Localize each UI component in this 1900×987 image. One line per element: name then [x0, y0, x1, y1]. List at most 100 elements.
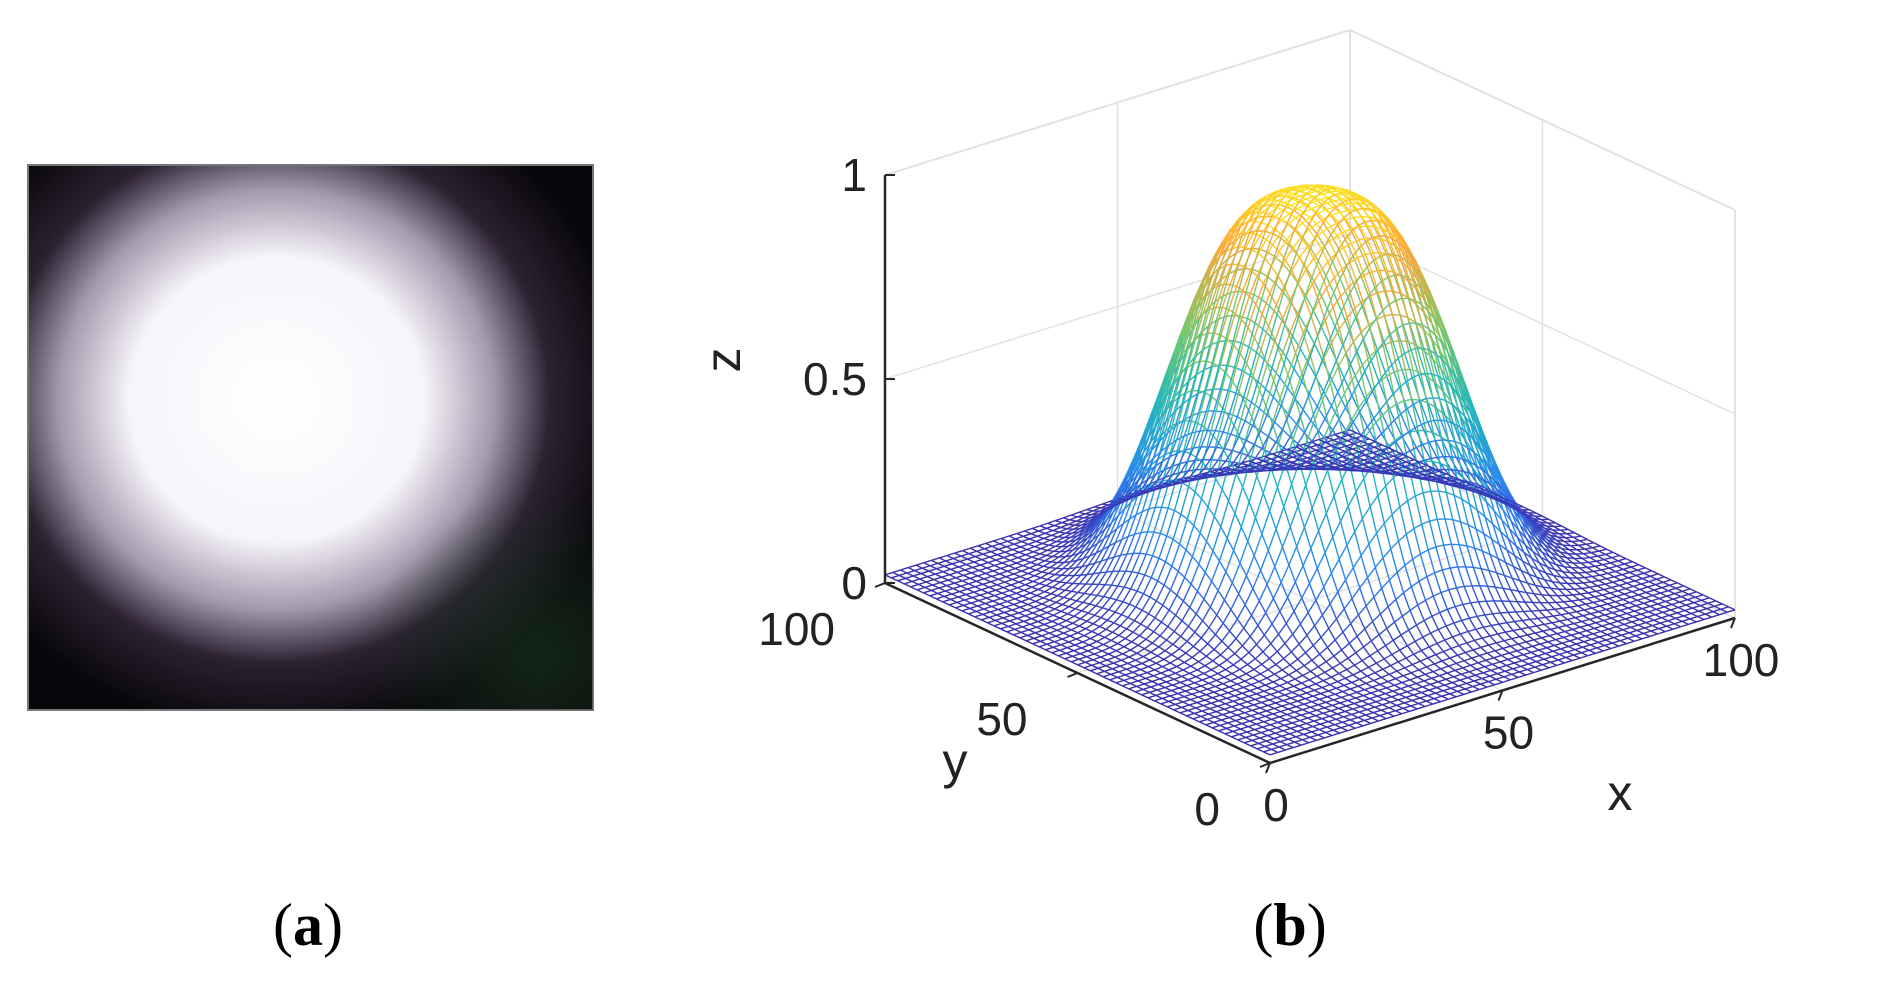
surface-line-y — [1689, 615, 1698, 620]
surface-line-y — [1073, 566, 1083, 576]
surface-line-x — [1177, 692, 1185, 698]
surface-line-y — [1344, 567, 1354, 581]
surface-line-y — [1278, 464, 1287, 468]
surface-line-x — [1212, 697, 1220, 702]
surface-line-y — [1599, 603, 1608, 607]
surface-line-y — [1498, 664, 1507, 669]
surface-line-x — [1212, 550, 1221, 562]
surface-line-y — [1504, 574, 1513, 579]
surface-line-y — [1674, 620, 1683, 625]
surface-line-y — [1449, 654, 1458, 659]
surface-line-y — [1720, 606, 1729, 610]
surface-line-y — [1245, 704, 1254, 708]
surface-line-x — [991, 545, 999, 550]
surface-line-x — [1245, 706, 1253, 711]
surface-line-y — [1311, 271, 1321, 285]
surface-line-x — [934, 573, 942, 578]
surface-line-y — [1422, 490, 1431, 494]
surface-line-y — [1464, 585, 1473, 588]
surface-line-y — [1312, 723, 1321, 728]
surface-line-y — [1292, 237, 1302, 249]
surface-line-x — [1218, 700, 1226, 705]
surface-line-y — [1174, 600, 1184, 616]
surface-line-y — [972, 564, 981, 569]
surface-line-x — [1042, 629, 1050, 634]
surface-line-y — [1227, 719, 1236, 724]
surface-line-y — [1350, 614, 1359, 625]
surface-line-x — [1051, 620, 1059, 625]
surface-line-y — [1253, 731, 1262, 736]
surface-line-y — [1055, 632, 1064, 637]
surface-line-x — [1108, 653, 1116, 658]
surface-line-x — [1150, 576, 1158, 582]
surface-line-y — [1388, 704, 1397, 709]
surface-line-x — [1399, 693, 1407, 699]
surface-line-x — [1326, 696, 1334, 701]
surface-line-y — [1091, 572, 1101, 585]
surface-line-x — [1071, 590, 1079, 594]
surface-line-y — [1031, 615, 1040, 620]
surface-line-y — [1300, 188, 1310, 192]
surface-line-y — [1244, 420, 1254, 427]
surface-line-x — [1265, 405, 1273, 424]
surface-line-y — [1158, 535, 1168, 559]
surface-line-x — [1073, 615, 1081, 620]
surface-line-y — [1300, 215, 1310, 225]
surface-line-y — [1542, 586, 1551, 590]
surface-line-x — [1271, 748, 1279, 754]
surface-line-x — [1264, 745, 1272, 751]
surface-line-y — [1257, 405, 1267, 433]
surface-line-y — [1052, 551, 1061, 558]
surface-line-y — [1330, 234, 1340, 250]
surface-line-x — [1312, 645, 1321, 655]
surface-line-x — [1223, 599, 1232, 611]
surface-line-y — [1533, 593, 1542, 596]
surface-line-y — [1468, 668, 1478, 673]
surface-line-x — [1219, 724, 1227, 730]
surface-line-x — [951, 563, 959, 568]
surface-line-x — [1071, 531, 1079, 534]
surface-line-x — [1199, 650, 1207, 657]
surface-line-y — [1008, 562, 1017, 567]
surface-line-y — [1103, 584, 1112, 598]
surface-line-y — [1593, 599, 1602, 604]
surface-line-y — [982, 611, 991, 616]
surface-line-y — [1071, 583, 1080, 592]
surface-line-y — [1410, 669, 1420, 674]
surface-line-y — [1109, 676, 1118, 681]
surface-line-x — [1031, 556, 1039, 560]
surface-line-x — [996, 554, 1004, 559]
surface-line-x — [1288, 674, 1296, 680]
surface-line-y — [1384, 313, 1393, 317]
surface-line-y — [1039, 549, 1048, 555]
surface-line-x — [1303, 703, 1311, 708]
surface-line-y — [1030, 530, 1039, 535]
surface-line-y — [1528, 573, 1537, 578]
surface-line-y — [1063, 629, 1072, 634]
surface-line-y — [1407, 495, 1416, 502]
surface-line-x — [1226, 727, 1234, 733]
surface-line-y — [1412, 369, 1421, 374]
surface-line-y — [1615, 568, 1624, 573]
surface-line-y — [1123, 677, 1132, 682]
surface-line-y — [993, 622, 1003, 627]
surface-line-y — [1279, 374, 1289, 399]
surface-line-y — [1015, 535, 1024, 540]
surface-line-x — [1090, 519, 1099, 527]
surface-line-y — [1514, 555, 1523, 562]
surface-line-y — [1334, 690, 1343, 695]
surface-line-x — [1212, 660, 1220, 666]
surface-line-y — [1272, 233, 1282, 239]
surface-line-y — [1131, 635, 1140, 643]
surface-line-x — [1128, 688, 1136, 693]
surface-line-x — [1077, 550, 1085, 555]
surface-line-x — [1213, 648, 1221, 656]
surface-line-y — [913, 572, 922, 577]
surface-line-y — [1332, 662, 1341, 669]
surface-line-y — [1223, 672, 1233, 678]
surface-line-x — [1051, 652, 1059, 657]
surface-line-y — [1199, 333, 1209, 362]
surface-line-y — [1357, 714, 1366, 719]
surface-line-x — [1123, 646, 1131, 651]
surface-line-y — [1163, 425, 1173, 456]
